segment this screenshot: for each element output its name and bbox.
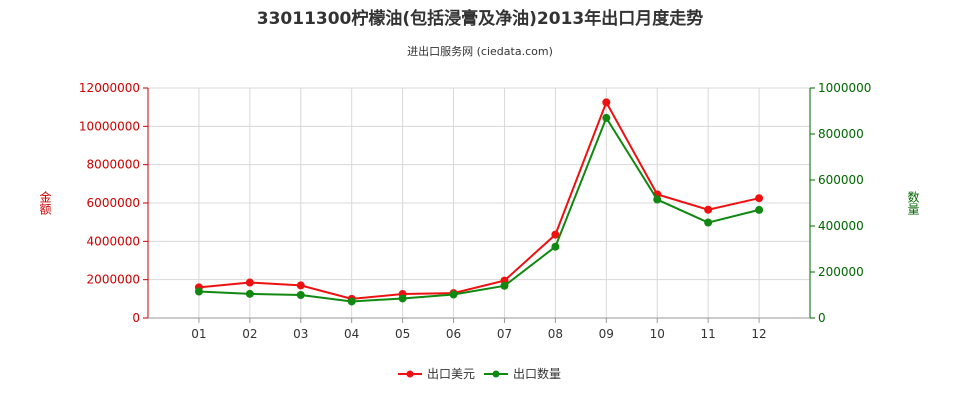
x-tick-label: 09 bbox=[599, 327, 614, 341]
series-2-point bbox=[194, 287, 203, 296]
series-2-point bbox=[755, 205, 764, 214]
legend-label-2: 出口数量 bbox=[513, 366, 561, 381]
y-left-tick-label: 0 bbox=[132, 311, 140, 325]
y-left-tick-label: 12000000 bbox=[79, 81, 140, 95]
x-tick-label: 08 bbox=[548, 327, 563, 341]
y-left-tick-label: 4000000 bbox=[87, 234, 140, 248]
series-2-point bbox=[347, 297, 356, 306]
y-left-tick-label: 10000000 bbox=[79, 119, 140, 133]
series-2-point bbox=[551, 242, 560, 251]
series-2-point bbox=[296, 291, 305, 299]
x-tick-label: 04 bbox=[344, 327, 359, 341]
y-right-tick-label: 200000 bbox=[818, 265, 864, 279]
y-axis-right-title: 数量 bbox=[906, 190, 920, 215]
series-2-point bbox=[704, 218, 713, 227]
x-tick-label: 12 bbox=[751, 327, 766, 341]
series-2-point bbox=[500, 281, 509, 290]
y-right-tick-label: 800000 bbox=[818, 127, 864, 141]
series-layer bbox=[194, 98, 764, 306]
y-axis-left-title: 金额 bbox=[38, 190, 52, 216]
legend: 出口美元 出口数量 bbox=[398, 366, 561, 381]
axes: 0200000040000006000000800000010000000120… bbox=[38, 81, 920, 341]
x-tick-label: 02 bbox=[242, 327, 257, 341]
chart-title: 33011300柠檬油(包括浸膏及净油)2013年出口月度走势 bbox=[257, 8, 703, 29]
series-2-point bbox=[398, 294, 407, 303]
x-tick-label: 03 bbox=[293, 327, 308, 341]
y-left-tick-label: 6000000 bbox=[87, 196, 140, 210]
legend-label-1: 出口美元 bbox=[427, 367, 475, 381]
y-left-tick-label: 8000000 bbox=[87, 158, 140, 172]
series-1-point bbox=[602, 98, 611, 107]
x-tick-label: 01 bbox=[191, 327, 206, 341]
series-1-point bbox=[551, 230, 560, 239]
series-2-point bbox=[245, 289, 254, 298]
series-2-point bbox=[602, 113, 611, 122]
x-tick-label: 11 bbox=[701, 327, 716, 341]
x-tick-label: 05 bbox=[395, 327, 410, 341]
x-tick-label: 10 bbox=[650, 327, 665, 341]
series-1-point bbox=[296, 281, 305, 290]
series-2-point bbox=[449, 290, 458, 299]
series-line-1 bbox=[198, 100, 760, 300]
series-line-2 bbox=[198, 115, 760, 303]
y-right-tick-label: 0 bbox=[818, 311, 826, 325]
legend-swatch-marker-1 bbox=[406, 370, 414, 378]
y-right-tick-label: 600000 bbox=[818, 173, 864, 187]
x-tick-label: 06 bbox=[446, 327, 461, 341]
series-1-point bbox=[245, 278, 254, 287]
y-right-tick-label: 400000 bbox=[818, 219, 864, 233]
x-tick-label: 07 bbox=[497, 327, 512, 341]
legend-swatch-marker-2 bbox=[492, 370, 500, 378]
y-left-tick-label: 2000000 bbox=[87, 273, 140, 287]
series-1-point bbox=[755, 194, 764, 203]
series-1-point bbox=[704, 205, 713, 214]
y-right-tick-label: 1000000 bbox=[818, 81, 871, 95]
chart-subtitle: 进出口服务网 (ciedata.com) bbox=[407, 44, 553, 58]
series-2-point bbox=[653, 195, 662, 204]
